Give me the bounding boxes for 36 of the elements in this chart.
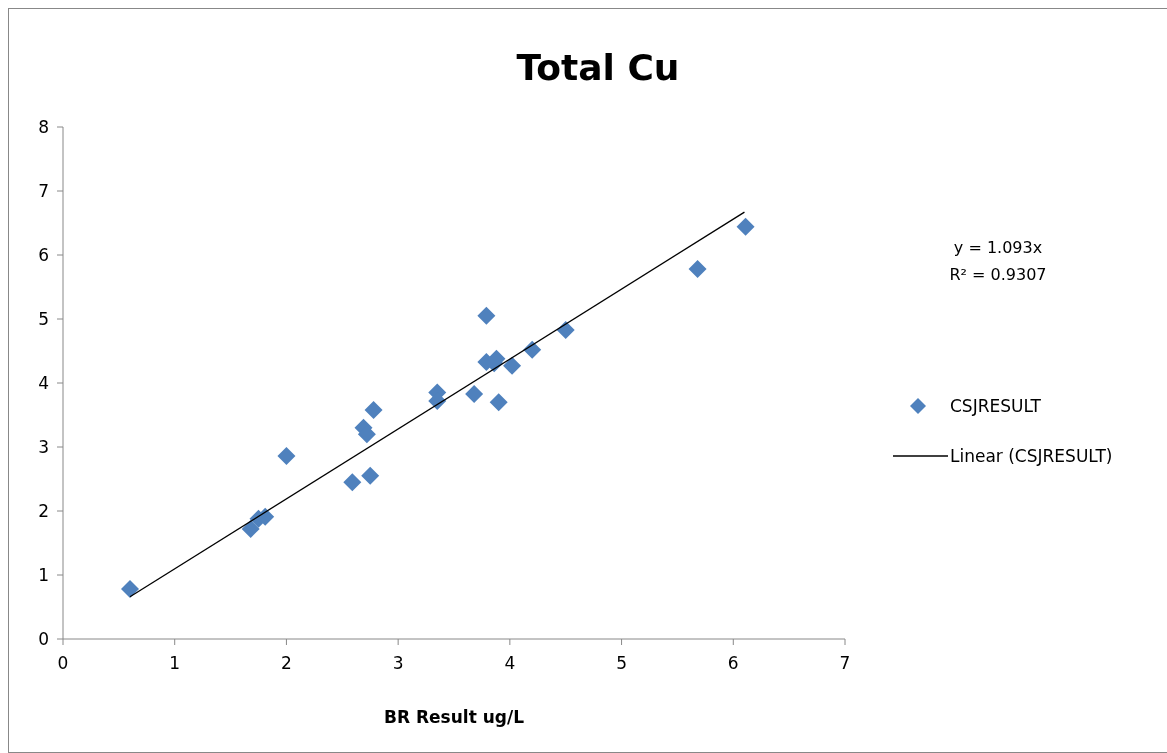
- point: [736, 217, 755, 236]
- point: [343, 473, 362, 492]
- point: [241, 519, 260, 538]
- y-tick-label: 1: [38, 565, 49, 585]
- y-tick-label: 5: [38, 309, 49, 329]
- y-tick-label: 3: [38, 437, 49, 457]
- point: [364, 400, 383, 419]
- x-tick-label: 0: [57, 653, 69, 673]
- x-axis-title: BR Result ug/L: [384, 707, 525, 727]
- y-tick-label: 6: [38, 245, 49, 265]
- y-tick-label: 4: [38, 373, 49, 393]
- point: [277, 446, 296, 465]
- point: [477, 306, 496, 325]
- y-tick-label: 7: [38, 181, 49, 201]
- legend-label: CSJRESULT: [950, 396, 1042, 416]
- legend-label: Linear (CSJRESULT): [950, 446, 1113, 466]
- point: [465, 384, 484, 403]
- x-tick-label: 3: [392, 653, 404, 673]
- point: [121, 580, 140, 599]
- y-tick-label: 0: [38, 629, 49, 649]
- x-tick-label: 1: [169, 653, 181, 673]
- y-tick-label: 8: [38, 117, 49, 137]
- point: [503, 356, 522, 375]
- y-tick-label: 2: [38, 501, 49, 521]
- text: R² = 0.9307: [949, 265, 1047, 284]
- x-tick-label: 7: [839, 653, 851, 673]
- x-tick-label: 6: [727, 653, 739, 673]
- point: [361, 466, 380, 485]
- point: [556, 320, 575, 339]
- chart-title: Total Cu: [516, 47, 680, 88]
- point: [489, 393, 508, 412]
- x-tick-label: 4: [504, 653, 516, 673]
- x-tick-label: 2: [281, 653, 292, 673]
- x-tick-label: 5: [616, 653, 627, 673]
- text: y = 1.093x: [953, 238, 1043, 257]
- point: [688, 260, 707, 279]
